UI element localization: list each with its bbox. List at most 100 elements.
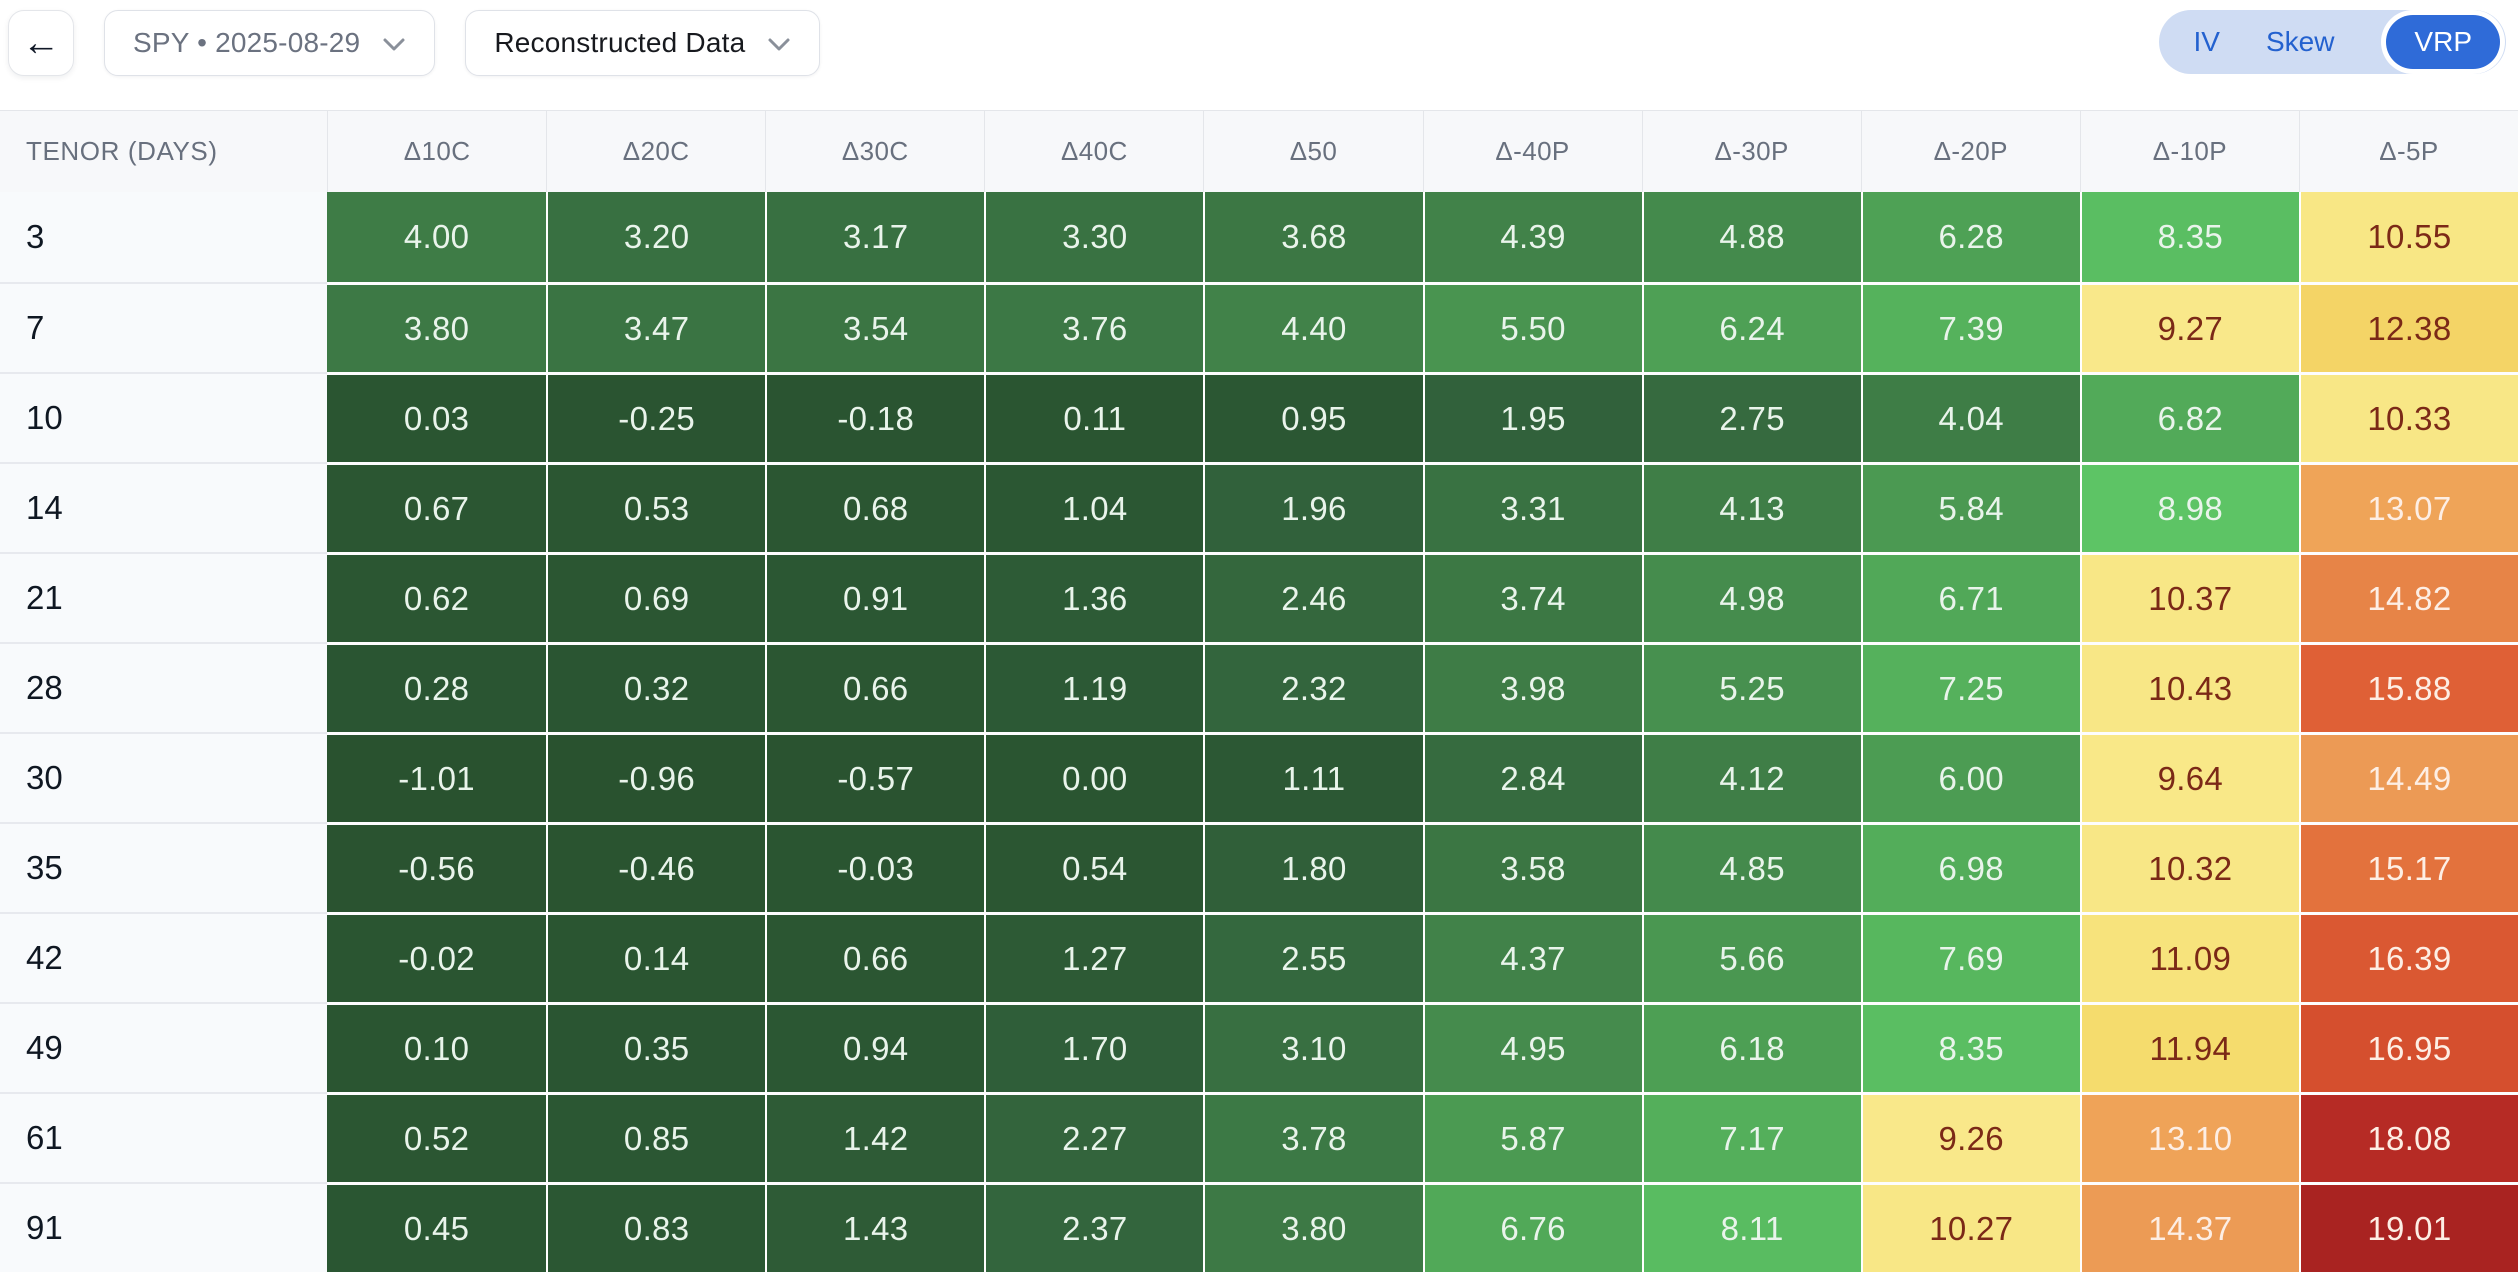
heatmap-cell: 1.27: [984, 912, 1204, 1002]
heatmap-cell: 0.69: [546, 552, 766, 642]
heatmap-cell: 6.98: [1860, 822, 2080, 912]
heatmap-cell: 2.84: [1422, 732, 1642, 822]
heatmap-cell: 9.64: [2079, 732, 2299, 822]
table-row: 21 0.62 0.69 0.91 1.36 2.46 3.74 4.98 6.71 10.37 1…: [0, 552, 2518, 642]
chevron-down-icon: [767, 37, 791, 53]
heatmap-cell: 7.39: [1860, 282, 2080, 372]
heatmap-cell: 4.00: [327, 192, 547, 282]
table-row: 61 0.52 0.85 1.42 2.27 3.78 5.87 7.17 9.26 13.10 1…: [0, 1092, 2518, 1182]
heatmap-cell: 6.71: [1860, 552, 2080, 642]
heatmap-cell: 0.94: [765, 1002, 985, 1092]
heatmap-cell: 4.95: [1422, 1002, 1642, 1092]
heatmap-cell: 0.66: [765, 912, 985, 1002]
heatmap-cell: 1.43: [765, 1182, 985, 1272]
heatmap-cell: 1.96: [1203, 462, 1423, 552]
heatmap-cell: -0.18: [765, 372, 985, 462]
heatmap-cell: 15.88: [2298, 642, 2518, 732]
tenor-cell: 61: [0, 1092, 327, 1182]
tenor-cell: 42: [0, 912, 327, 1002]
heatmap-cell: 7.69: [1860, 912, 2080, 1002]
table-row: 30 -1.01 -0.96 -0.57 0.00 1.11 2.84 4.12 6.00 9.6…: [0, 732, 2518, 822]
heatmap-cell: 3.20: [546, 192, 766, 282]
heatmap-cell: 4.40: [1203, 282, 1423, 372]
view-toggle: IV Skew VRP: [2159, 10, 2506, 74]
table-row: 42 -0.02 0.14 0.66 1.27 2.55 4.37 5.66 7.69 11.09…: [0, 912, 2518, 1002]
tenor-cell: 7: [0, 282, 327, 372]
heatmap-cell: 0.14: [546, 912, 766, 1002]
heatmap-cell: 6.00: [1860, 732, 2080, 822]
heatmap-cell: 3.76: [984, 282, 1204, 372]
heatmap-cell: 13.10: [2079, 1092, 2299, 1182]
column-header: Δ10C: [327, 111, 546, 192]
data-source-dropdown-label: Reconstructed Data: [494, 27, 746, 58]
tenor-cell: 35: [0, 822, 327, 912]
symbol-dropdown[interactable]: SPY • 2025-08-29: [104, 10, 436, 76]
heatmap-cell: 10.55: [2298, 192, 2518, 282]
table-row: 49 0.10 0.35 0.94 1.70 3.10 4.95 6.18 8.35 11.94 1…: [0, 1002, 2518, 1092]
heatmap-cell: 0.68: [765, 462, 985, 552]
symbol-dropdown-label: SPY • 2025-08-29: [133, 27, 361, 58]
heatmap-cell: 0.91: [765, 552, 985, 642]
heatmap-cell: 1.04: [984, 462, 1204, 552]
heatmap-cell: 0.11: [984, 372, 1204, 462]
heatmap-cell: 4.39: [1422, 192, 1642, 282]
heatmap-cell: 10.33: [2298, 372, 2518, 462]
heatmap-cell: 2.27: [984, 1092, 1204, 1182]
heatmap-cell: 4.13: [1641, 462, 1861, 552]
heatmap-cell: 4.04: [1860, 372, 2080, 462]
back-arrow-icon: ←: [22, 21, 60, 64]
heatmap-cell: 0.32: [546, 642, 766, 732]
heatmap-table: TENOR (DAYS) Δ10C Δ20C Δ30C Δ40C Δ50 Δ-40P Δ-3…: [0, 110, 2518, 1272]
heatmap-cell: 3.80: [1203, 1182, 1423, 1272]
chevron-down-icon: [382, 37, 406, 53]
heatmap-cell: 10.37: [2079, 552, 2299, 642]
toggle-option-iv[interactable]: IV: [2193, 26, 2220, 57]
data-source-dropdown[interactable]: Reconstructed Data: [465, 10, 821, 76]
heatmap-cell: 4.88: [1641, 192, 1861, 282]
table-row: 3 4.00 3.20 3.17 3.30 3.68 4.39 4.88 6.28 8.35 10.…: [0, 192, 2518, 282]
tenor-cell: 49: [0, 1002, 327, 1092]
heatmap-cell: 5.50: [1422, 282, 1642, 372]
heatmap-cell: 3.78: [1203, 1092, 1423, 1182]
heatmap-cell: 3.68: [1203, 192, 1423, 282]
heatmap-cell: 8.98: [2079, 462, 2299, 552]
heatmap-cell: 5.25: [1641, 642, 1861, 732]
table-row: 91 0.45 0.83 1.43 2.37 3.80 6.76 8.11 10.27 14.37…: [0, 1182, 2518, 1272]
heatmap-cell: -0.96: [546, 732, 766, 822]
back-button[interactable]: ←: [8, 10, 74, 76]
heatmap-cell: 0.53: [546, 462, 766, 552]
heatmap-cell: 3.74: [1422, 552, 1642, 642]
column-header: Δ20C: [546, 111, 765, 192]
heatmap-cell: 8.35: [1860, 1002, 2080, 1092]
topbar: ← SPY • 2025-08-29 Reconstructed Data IV…: [0, 0, 2518, 110]
heatmap-cell: 10.43: [2079, 642, 2299, 732]
heatmap-cell: 0.83: [546, 1182, 766, 1272]
heatmap-cell: 0.85: [546, 1092, 766, 1182]
heatmap-cell: 1.70: [984, 1002, 1204, 1092]
heatmap-cell: 0.67: [327, 462, 547, 552]
tenor-cell: 10: [0, 372, 327, 462]
heatmap-cell: 1.11: [1203, 732, 1423, 822]
heatmap-cell: 2.55: [1203, 912, 1423, 1002]
heatmap-cell: 0.28: [327, 642, 547, 732]
column-header: Δ40C: [984, 111, 1203, 192]
heatmap-cell: 2.46: [1203, 552, 1423, 642]
heatmap-cell: 3.30: [984, 192, 1204, 282]
heatmap-cell: 19.01: [2298, 1182, 2518, 1272]
heatmap-cell: 8.35: [2079, 192, 2299, 282]
toggle-option-vrp[interactable]: VRP: [2386, 15, 2500, 69]
heatmap-cell: 4.12: [1641, 732, 1861, 822]
tenor-cell: 14: [0, 462, 327, 552]
heatmap-cell: 7.25: [1860, 642, 2080, 732]
heatmap-cell: 14.37: [2079, 1182, 2299, 1272]
heatmap-cell: 0.45: [327, 1182, 547, 1272]
heatmap-cell: -0.57: [765, 732, 985, 822]
heatmap-cell: 0.10: [327, 1002, 547, 1092]
heatmap-cell: 4.98: [1641, 552, 1861, 642]
heatmap-cell: 4.37: [1422, 912, 1642, 1002]
toggle-option-skew[interactable]: Skew: [2265, 26, 2335, 57]
heatmap-cell: 1.42: [765, 1092, 985, 1182]
heatmap-cell: 18.08: [2298, 1092, 2518, 1182]
heatmap-body: 3 4.00 3.20 3.17 3.30 3.68 4.39 4.88 6.28 8.35 10.…: [0, 192, 2518, 1272]
heatmap-cell: 0.03: [327, 372, 547, 462]
